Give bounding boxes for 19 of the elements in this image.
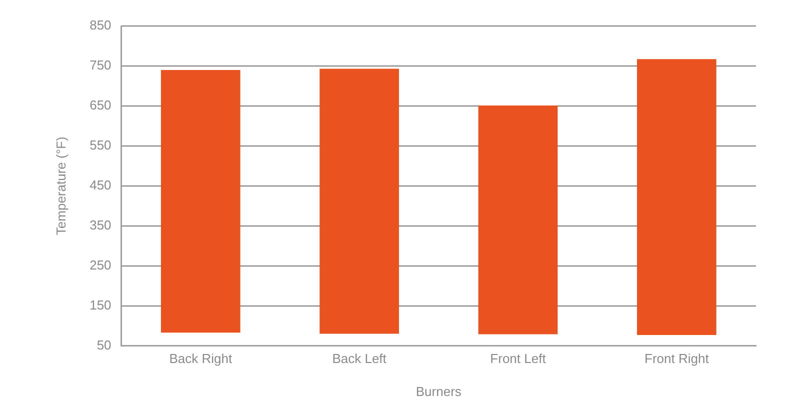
y-tick-label: 850 bbox=[90, 18, 112, 33]
y-tick-label: 750 bbox=[90, 58, 112, 73]
y-tick-label: 650 bbox=[90, 98, 112, 113]
bar bbox=[320, 68, 399, 334]
x-tick-label: Front Left bbox=[490, 351, 546, 366]
bar bbox=[160, 70, 240, 333]
y-tick-label: 250 bbox=[90, 257, 112, 272]
y-tick-label: 150 bbox=[90, 297, 112, 312]
x-axis-title: Burners bbox=[416, 384, 462, 399]
y-axis-title: Temperature (°F) bbox=[53, 136, 68, 236]
y-tick-label: 350 bbox=[90, 217, 112, 232]
bar bbox=[478, 106, 558, 334]
y-tick-label: 550 bbox=[90, 138, 112, 153]
x-tick-label: Back Right bbox=[169, 351, 232, 366]
y-tick-label: 450 bbox=[90, 177, 112, 192]
x-tick-label: Front Right bbox=[644, 351, 710, 366]
x-tick-label: Back Left bbox=[332, 351, 387, 366]
bar bbox=[636, 59, 716, 336]
y-tick-label: 50 bbox=[96, 337, 112, 352]
